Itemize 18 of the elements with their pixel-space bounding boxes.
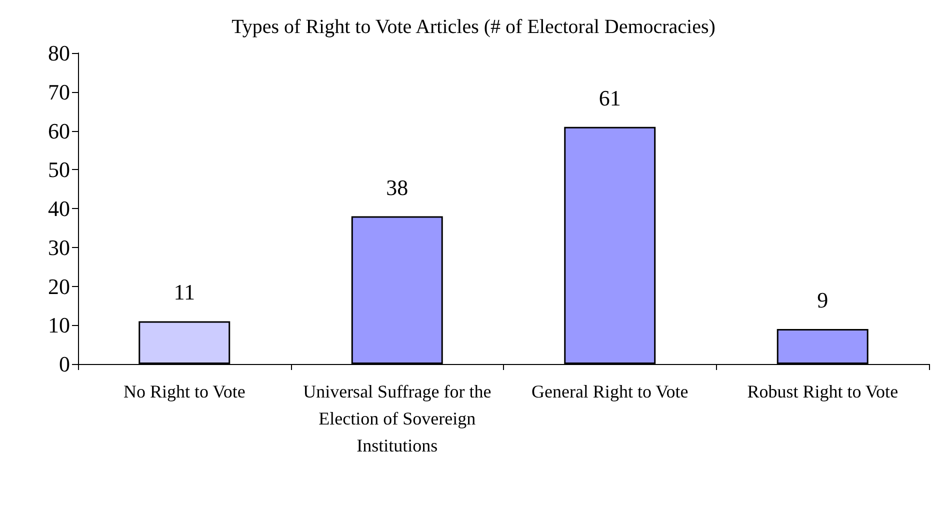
data-label: 9	[817, 288, 828, 313]
y-tick-label: 20	[48, 274, 70, 299]
data-label: 61	[598, 85, 621, 110]
x-tick-label: No Right to Vote	[123, 382, 246, 402]
data-label: 11	[174, 280, 195, 305]
data-label: 38	[386, 174, 408, 200]
y-tick-label: 80	[48, 40, 70, 66]
x-tick-label: Universal Suffrage for the Election of Sovereign Institutions	[303, 382, 492, 456]
y-tick-label: 40	[48, 196, 70, 221]
x-tick-label: Robust Right to Vote	[747, 382, 898, 402]
chart-title: Types of Right to Vote Articles (# of Electoral Democracies)	[232, 16, 716, 38]
y-tick-label: 30	[48, 234, 70, 260]
y-tick-label: 60	[48, 118, 70, 144]
x-tick-label: General Right to Vote	[531, 382, 688, 402]
y-tick-label: 0	[59, 352, 70, 376]
y-tick-label: 10	[48, 312, 70, 338]
y-tick-label: 50	[48, 157, 70, 182]
y-tick-label: 70	[48, 79, 70, 104]
